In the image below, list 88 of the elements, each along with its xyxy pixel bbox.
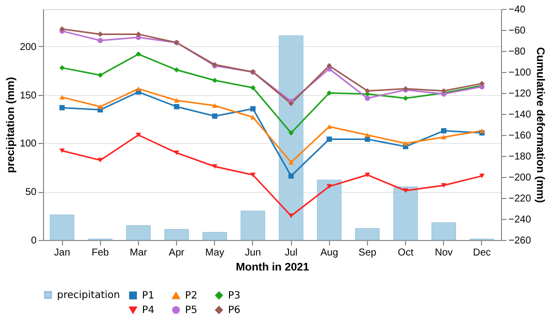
y2-axis-title: Cumulative deformation (mm): [534, 47, 546, 204]
point: [250, 114, 256, 120]
x-tick-label: Jan: [54, 248, 70, 258]
bar: [317, 180, 342, 240]
y2-tick-label: −160: [508, 130, 532, 142]
x-tick-label: Jul: [284, 248, 298, 258]
y2-tick-label: −220: [508, 194, 532, 204]
point: [98, 38, 103, 44]
point: [441, 128, 446, 134]
point: [364, 172, 370, 178]
point: [59, 105, 65, 110]
point: [326, 184, 332, 189]
point: [174, 67, 180, 73]
x-tick-label: Dec: [473, 248, 491, 258]
point: [98, 32, 103, 37]
y-tick-label: 0: [30, 236, 37, 246]
y2-tick-label: −240: [508, 214, 532, 226]
y2-tick-label: −60: [508, 26, 526, 36]
point: [136, 86, 142, 92]
y2-tick-label: −120: [508, 88, 532, 100]
y-tick-label: 150: [20, 90, 37, 102]
point: [326, 136, 332, 142]
y2-tick-label: −80: [508, 46, 526, 58]
y2-tick-label: −260: [508, 236, 532, 246]
bar: [126, 225, 151, 240]
point: [59, 65, 65, 70]
point: [402, 141, 408, 146]
bar: [278, 35, 304, 240]
x-axis-title: Month in 2021: [236, 262, 310, 274]
x-tick-label: Nov: [434, 248, 453, 258]
x-tick-label: May: [205, 248, 224, 258]
point: [326, 124, 332, 129]
point: [212, 113, 218, 119]
point: [250, 172, 256, 178]
y2-tick-label: −200: [508, 172, 532, 184]
legend-label: P6: [228, 305, 240, 316]
point: [174, 150, 180, 156]
bar: [164, 229, 189, 240]
point: [364, 96, 370, 101]
point: [441, 183, 446, 188]
y-axis-title: precipitation (mm): [4, 76, 17, 173]
x-tick-label: Aug: [320, 248, 338, 258]
point: [326, 63, 332, 68]
point: [479, 174, 485, 178]
point: [212, 164, 218, 169]
y2-tick-label: −140: [508, 110, 532, 120]
legend-label: P3: [228, 290, 240, 302]
x-tick-label: Oct: [398, 248, 414, 258]
y-tick-label: 200: [20, 42, 37, 53]
legend-label: P5: [185, 305, 198, 316]
bar: [393, 186, 418, 240]
point: [174, 104, 180, 110]
point: [479, 128, 485, 134]
y-tick-label: 100: [20, 138, 37, 150]
x-tick-label: Feb: [92, 248, 110, 258]
x-tick-label: Apr: [168, 248, 186, 258]
bar: [240, 210, 266, 240]
legend-label: P2: [185, 290, 198, 302]
bar: [432, 222, 456, 240]
point: [98, 158, 103, 162]
point: [441, 134, 446, 140]
y2-tick-label: −100: [508, 68, 532, 78]
point: [479, 80, 485, 86]
point: [136, 132, 142, 138]
point: [98, 104, 103, 109]
y2-tick-label: −40: [508, 4, 526, 16]
y2-tick-label: −180: [508, 152, 532, 162]
point: [288, 130, 294, 136]
x-tick-label: Sep: [358, 248, 377, 258]
point: [98, 72, 103, 78]
point: [402, 188, 408, 193]
bar: [50, 214, 74, 240]
point: [59, 94, 65, 100]
point: [364, 132, 370, 138]
point: [174, 98, 180, 103]
point: [212, 103, 218, 108]
point: [250, 106, 256, 112]
point: [136, 52, 142, 57]
point: [59, 148, 65, 154]
bar: [355, 228, 380, 240]
x-tick-label: Jun: [244, 248, 261, 258]
y-tick-label: 50: [25, 187, 37, 198]
point: [288, 160, 294, 165]
x-tick-label: Mar: [130, 248, 148, 258]
legend-label: P4: [142, 305, 154, 316]
bar: [202, 232, 227, 240]
legend-label: precipitation: [57, 290, 120, 301]
legend-label: P1: [142, 290, 154, 302]
